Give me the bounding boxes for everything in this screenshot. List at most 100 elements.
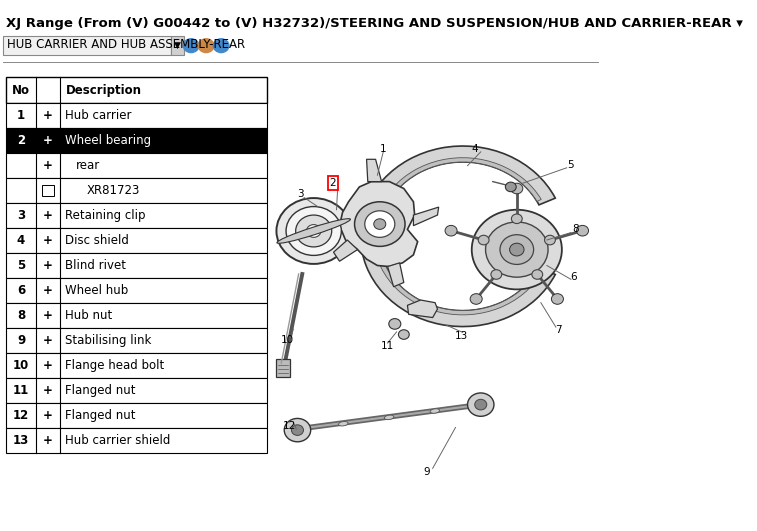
Text: +: + [43,134,53,147]
Circle shape [506,182,516,192]
Text: +: + [43,259,53,272]
Text: 2: 2 [17,134,25,147]
Text: 10: 10 [281,335,294,345]
Text: ▼: ▼ [174,41,181,50]
Text: 13: 13 [13,434,30,447]
Text: +: + [43,334,53,347]
Text: 6: 6 [17,284,25,297]
Circle shape [365,211,395,237]
Circle shape [276,198,351,264]
Ellipse shape [430,409,440,413]
Polygon shape [413,207,438,226]
Text: 9: 9 [423,467,430,476]
Polygon shape [388,263,403,287]
Circle shape [213,39,229,53]
Circle shape [509,243,524,256]
Circle shape [577,225,588,236]
Text: No: No [12,83,30,97]
Ellipse shape [277,219,350,243]
Text: 9: 9 [17,334,25,347]
Text: +: + [43,434,53,447]
Text: 11: 11 [381,341,394,351]
Circle shape [296,215,332,247]
Circle shape [398,330,410,339]
Text: rear: rear [76,159,100,172]
Circle shape [532,270,543,279]
Text: +: + [43,409,53,422]
Text: Flange head bolt: Flange head bolt [65,359,164,372]
Text: Wheel bearing: Wheel bearing [65,134,151,147]
Text: HUB CARRIER AND HUB ASSEMBLY-REAR: HUB CARRIER AND HUB ASSEMBLY-REAR [8,38,245,51]
Text: +: + [43,359,53,372]
Text: 4: 4 [17,234,25,247]
Text: XJ Range (From (V) G00442 to (V) H32732)/STEERING AND SUSPENSION/HUB AND CARRIER: XJ Range (From (V) G00442 to (V) H32732)… [6,17,743,30]
FancyBboxPatch shape [6,303,267,328]
Text: Flanged nut: Flanged nut [65,384,136,397]
FancyBboxPatch shape [6,253,267,278]
Text: +: + [43,284,53,297]
Text: 12: 12 [13,409,30,422]
Text: +: + [43,384,53,397]
FancyBboxPatch shape [6,228,267,253]
FancyBboxPatch shape [6,153,267,178]
FancyBboxPatch shape [6,378,267,402]
Circle shape [485,222,548,277]
FancyBboxPatch shape [6,178,267,203]
FancyBboxPatch shape [6,328,267,353]
Text: 13: 13 [455,331,468,340]
Text: Description: Description [66,83,142,97]
FancyBboxPatch shape [3,36,171,55]
Circle shape [511,183,523,194]
Wedge shape [374,158,541,315]
Text: 12: 12 [283,421,296,431]
Circle shape [307,225,321,237]
Text: 4: 4 [472,144,478,153]
Text: 3: 3 [17,209,25,222]
Text: 6: 6 [571,272,577,282]
Circle shape [198,39,214,53]
Circle shape [544,235,556,245]
Text: 5: 5 [568,160,575,169]
FancyBboxPatch shape [6,353,267,378]
Circle shape [500,235,534,264]
Ellipse shape [385,415,394,419]
Text: Disc shield: Disc shield [65,234,129,247]
Circle shape [286,207,341,255]
Circle shape [478,235,489,245]
Circle shape [354,202,405,246]
Polygon shape [407,300,438,318]
Ellipse shape [338,422,348,426]
FancyBboxPatch shape [6,128,267,153]
Circle shape [475,399,487,410]
Circle shape [472,210,562,289]
Text: Hub carrier shield: Hub carrier shield [65,434,170,447]
Circle shape [512,214,522,224]
Circle shape [468,393,494,416]
Text: Wheel hub: Wheel hub [65,284,128,297]
Circle shape [470,294,482,304]
Text: 1: 1 [17,109,25,122]
Text: Stabilising link: Stabilising link [65,334,151,347]
FancyBboxPatch shape [6,77,267,103]
FancyBboxPatch shape [6,402,267,427]
Text: Blind rivet: Blind rivet [65,259,126,272]
Polygon shape [366,159,382,182]
Text: 1: 1 [380,144,387,153]
Text: 3: 3 [298,189,304,199]
Text: +: + [43,309,53,322]
FancyBboxPatch shape [6,278,267,303]
Text: +: + [43,209,53,222]
FancyBboxPatch shape [6,103,267,128]
Circle shape [491,270,502,279]
FancyBboxPatch shape [6,203,267,228]
Circle shape [183,39,199,53]
Text: 8: 8 [17,309,25,322]
Text: Hub carrier: Hub carrier [65,109,132,122]
Text: +: + [43,109,53,122]
Text: 11: 11 [13,384,30,397]
Circle shape [291,425,304,435]
Text: 7: 7 [556,326,562,335]
FancyBboxPatch shape [42,185,54,196]
Wedge shape [360,146,556,327]
FancyBboxPatch shape [171,36,184,55]
